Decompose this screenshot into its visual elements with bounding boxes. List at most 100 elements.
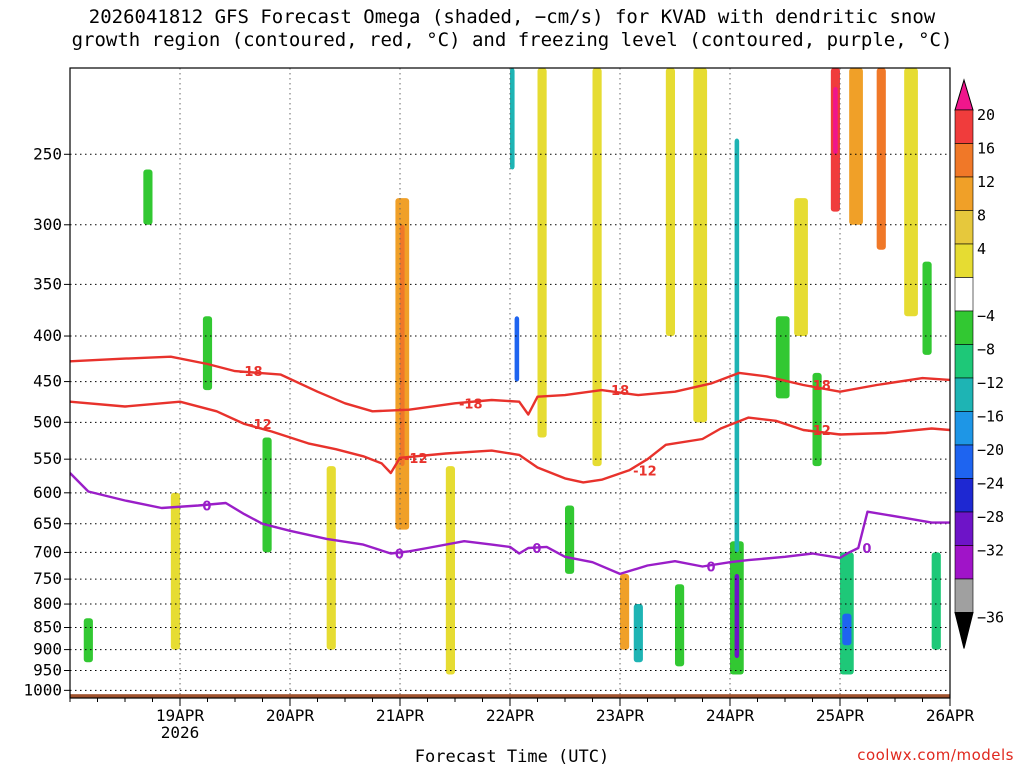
- colorbar: 20 16 12 8 4 −4 −8 −12 −16 −20 −24 −28 −32 −36: [954, 78, 1004, 649]
- omega-cell-20: [445, 466, 455, 675]
- x-tick-label-26APR: 26APR: [926, 706, 975, 725]
- y-tick-label-850: 850: [33, 617, 62, 636]
- colorbar-band-7: [954, 344, 974, 379]
- colorbar-band-10: [954, 444, 974, 479]
- omega-cell-23: [665, 68, 675, 337]
- omega-cell-32: [812, 372, 822, 467]
- y-tick-label-550: 550: [33, 449, 62, 468]
- y-tick-label-500: 500: [33, 412, 62, 431]
- contour-label-0-3: 0: [707, 561, 716, 576]
- x-tick-label-25APR: 25APR: [816, 706, 865, 725]
- x-tick-label-20APR: 20APR: [266, 706, 315, 725]
- colorbar-label-7: −12: [977, 374, 1004, 392]
- contour--18: [70, 355, 950, 416]
- omega-cell-14: [876, 68, 886, 250]
- omega-cell-28: [143, 169, 153, 225]
- contour-label-0-2: 0: [532, 542, 541, 557]
- contour-label--12-1: -12: [404, 452, 428, 467]
- omega-cell-8: [840, 552, 854, 675]
- contour-label-0-1: 0: [395, 548, 404, 563]
- x-tick-label-19APR: 19APR: [156, 706, 205, 725]
- omega-cell-0: [202, 316, 213, 391]
- colorbar-label-1: 16: [977, 140, 995, 158]
- omega-cell-10: [931, 552, 941, 650]
- colorbar-band-9: [954, 411, 974, 446]
- y-tick-label-800: 800: [33, 594, 62, 613]
- colorbar-label-2: 12: [977, 173, 995, 191]
- contour--12: [70, 400, 950, 484]
- omega-cell-12: [833, 86, 838, 155]
- colorbar-band-0: [954, 109, 974, 144]
- contour-label--18-2: -18: [606, 384, 630, 399]
- omega-cell-22: [592, 68, 602, 467]
- colorbar-label-4: 4: [977, 240, 986, 258]
- omega-cell-33: [922, 261, 932, 355]
- omega-cell-19: [326, 466, 336, 650]
- y-tick-label-300: 300: [33, 215, 62, 234]
- title-line-1: 2026041812 GFS Forecast Omega (shaded, −…: [88, 6, 936, 28]
- contour-label--18-3: -18: [807, 379, 831, 394]
- y-tick-label-700: 700: [33, 542, 62, 561]
- colorbar-band-5: [954, 277, 974, 312]
- contour-label--18-1: -18: [459, 397, 483, 412]
- colorbar-top-arrow: [954, 78, 974, 111]
- omega-cell-26: [904, 68, 918, 317]
- omega-cell-18: [170, 492, 180, 650]
- y-tick-label-650: 650: [33, 514, 62, 533]
- omega-shading: [83, 68, 941, 675]
- colorbar-band-2: [954, 176, 974, 211]
- omega-cell-4: [633, 604, 643, 663]
- colorbar-label-12: −32: [977, 542, 1004, 560]
- x-tick-label-24APR: 24APR: [706, 706, 755, 725]
- omega-cell-7: [734, 138, 740, 553]
- omega-cell-21: [537, 68, 547, 438]
- colorbar-label-9: −20: [977, 441, 1004, 459]
- contour-label--12-3: -12: [807, 424, 831, 439]
- omega-cell-6: [734, 573, 740, 659]
- contour-label--12-2: -12: [633, 464, 657, 479]
- colorbar-label-3: 8: [977, 207, 986, 225]
- omega-cell-2: [514, 316, 520, 382]
- colorbar-band-1: [954, 143, 974, 178]
- colorbar-band-12: [954, 511, 974, 546]
- contour-label--18-0: -18: [239, 365, 263, 380]
- colorbar-label-11: −28: [977, 508, 1004, 526]
- contour-label-0-0: 0: [202, 499, 211, 514]
- colorbar-label-6: −8: [977, 341, 995, 359]
- colorbar-band-4: [954, 243, 974, 278]
- colorbar-bottom-arrow: [954, 612, 974, 649]
- title-line-2: growth region (contoured, red, °C) and f…: [71, 29, 953, 51]
- colorbar-band-6: [954, 310, 974, 345]
- y-tick-label-450: 450: [33, 372, 62, 391]
- colorbar-band-14: [954, 578, 974, 613]
- omega-cell-29: [565, 505, 575, 574]
- omega-cell-13: [849, 68, 863, 225]
- contour-lines: -18 -18 -18 -18 -12 -12 -12 -12 0 0 0 0 0: [70, 355, 950, 576]
- colorbar-band-13: [954, 545, 974, 580]
- omega-cell-27: [262, 437, 272, 553]
- y-tick-label-900: 900: [33, 640, 62, 659]
- omega-cell-9: [842, 613, 852, 646]
- contour-label--12-0: -12: [248, 418, 272, 433]
- x-tick-sublabel-19APR: 2026: [161, 723, 200, 742]
- omega-cell-1: [83, 618, 93, 663]
- colorbar-band-8: [954, 377, 974, 412]
- colorbar-band-11: [954, 478, 974, 513]
- x-tick-label-21APR: 21APR: [376, 706, 425, 725]
- colorbar-label-8: −16: [977, 408, 1004, 426]
- omega-cell-17: [620, 573, 630, 650]
- y-tick-label-950: 950: [33, 661, 62, 680]
- omega-cell-31: [775, 316, 790, 399]
- colorbar-label-0: 20: [977, 106, 995, 124]
- omega-cell-30: [675, 584, 685, 667]
- omega-cell-16: [400, 224, 405, 467]
- colorbar-label-13: −36: [977, 609, 1004, 627]
- gridlines: [70, 68, 950, 698]
- omega-cell-25: [794, 198, 808, 337]
- x-tick-label-23APR: 23APR: [596, 706, 645, 725]
- chart-title: 2026041812 GFS Forecast Omega (shaded, −…: [0, 6, 1024, 52]
- site-credit: coolwx.com/models: [857, 746, 1014, 764]
- contour-0: [70, 472, 950, 576]
- ground-surface: [70, 694, 950, 698]
